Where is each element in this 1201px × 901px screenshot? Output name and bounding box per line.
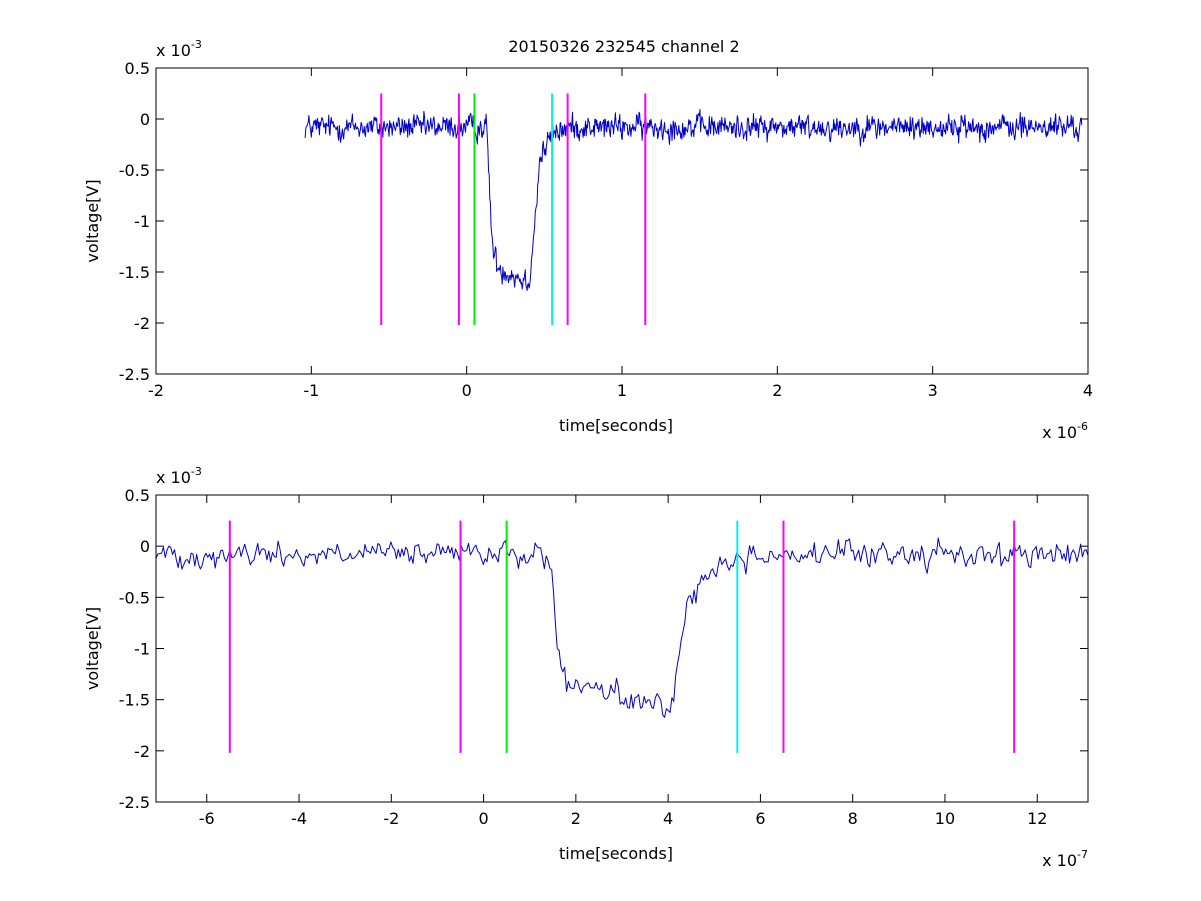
y-tick-label: -0.5 [119, 588, 150, 607]
bottom-plot: -6 -4 -2 0 2 4 6 8 10 12 -2.5 -2 -1.5 -1 -0.5 0 0.5 time[… [83, 465, 1089, 870]
x-tick-label: 2 [571, 809, 581, 828]
x-tick-label: -2 [383, 809, 399, 828]
figure-title: 20150326 232545 channel 2 [508, 37, 739, 56]
x-tick-label: 10 [935, 809, 955, 828]
x-tick-label: 0 [478, 809, 488, 828]
x-tick-label: 1 [617, 381, 627, 400]
y-tick-label: 0 [140, 537, 150, 556]
y-tick-label: 0.5 [125, 59, 150, 78]
y-tick-label: 0 [140, 110, 150, 129]
x-multiplier-exponent: -7 [1077, 848, 1088, 861]
y-axis-label: voltage[V] [83, 607, 102, 690]
x-tick-label: -2 [148, 381, 164, 400]
x-tick-label: 6 [755, 809, 765, 828]
x-tick-label: -4 [291, 809, 307, 828]
y-tick-label: -2.5 [119, 365, 150, 384]
signal-series-line [304, 108, 1083, 291]
top-plot: -2 -1 0 1 2 3 4-2.5-2-1.5-1-0.500.5time[second… [83, 38, 1093, 442]
x-multiplier-exponent: -6 [1077, 420, 1088, 433]
x-tick-label: 3 [928, 381, 938, 400]
y-tick-label: -1 [134, 640, 150, 659]
y-axis-multiplier: x 10-3 [156, 465, 202, 487]
x-multiplier-base: x 10 [1042, 423, 1077, 442]
y-tick-label: -0.5 [119, 161, 150, 180]
x-tick-label: 0 [462, 381, 472, 400]
y-tick-label: -1 [134, 212, 150, 231]
y-tick-label: -1.5 [119, 691, 150, 710]
x-tick-label: 12 [1027, 809, 1047, 828]
y-tick-label: -2 [134, 742, 150, 761]
y-axis-label: voltage[V] [83, 179, 102, 262]
axes-box [155, 494, 1089, 803]
x-axis-multiplier: x 10-6 [1042, 420, 1088, 442]
y-multiplier-exponent: -3 [191, 465, 202, 478]
y-multiplier-base: x 10 [156, 468, 191, 487]
x-tick-label: 2 [772, 381, 782, 400]
y-axis-multiplier: x 10-3 [156, 38, 202, 60]
x-multiplier-base: x 10 [1042, 851, 1077, 870]
axes-box [155, 67, 1089, 375]
x-axis-multiplier: x 10-7 [1042, 848, 1088, 870]
x-axis-label: time[seconds] [559, 844, 673, 863]
y-multiplier-exponent: -3 [191, 38, 202, 51]
signal-series-line [156, 537, 1088, 718]
x-axis-label: time[seconds] [559, 416, 673, 435]
x-tick-label: 4 [663, 809, 673, 828]
y-tick-label: -2 [134, 314, 150, 333]
y-tick-label: -2.5 [119, 793, 150, 812]
x-tick-label: 4 [1083, 381, 1093, 400]
y-tick-label: -1.5 [119, 263, 150, 282]
y-multiplier-base: x 10 [156, 41, 191, 60]
x-tick-label: -1 [303, 381, 319, 400]
x-tick-label: 8 [848, 809, 858, 828]
x-tick-label: -6 [199, 809, 215, 828]
y-tick-label: 0.5 [125, 486, 150, 505]
